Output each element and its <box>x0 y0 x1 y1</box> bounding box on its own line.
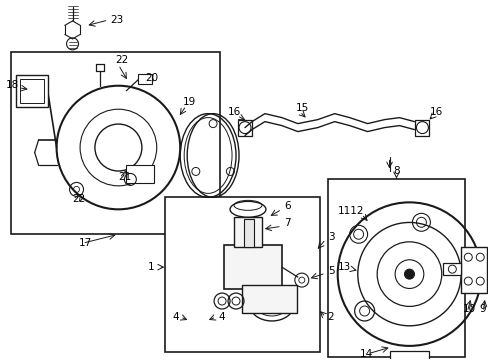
Text: 18: 18 <box>6 80 19 90</box>
Text: 3: 3 <box>327 232 334 242</box>
Text: 7: 7 <box>284 218 290 228</box>
Text: 5: 5 <box>327 266 334 276</box>
Text: 16: 16 <box>428 107 442 117</box>
Bar <box>415 120 428 136</box>
Circle shape <box>404 269 414 279</box>
Text: 19: 19 <box>183 97 196 107</box>
Text: 4: 4 <box>172 312 179 322</box>
Text: 22: 22 <box>72 194 85 204</box>
Text: 6: 6 <box>284 201 290 211</box>
Bar <box>238 120 251 136</box>
Bar <box>11 52 220 234</box>
Bar <box>460 247 486 293</box>
Bar <box>242 285 296 313</box>
Bar <box>327 179 465 357</box>
Text: 2: 2 <box>327 312 334 322</box>
Text: 15: 15 <box>295 103 308 113</box>
Bar <box>126 166 154 183</box>
Bar <box>389 351 428 360</box>
Text: 23: 23 <box>110 15 123 25</box>
Text: 9: 9 <box>478 304 485 314</box>
Text: 20: 20 <box>145 73 158 83</box>
Bar <box>138 74 152 84</box>
Text: 14: 14 <box>359 349 372 359</box>
Bar <box>224 245 281 289</box>
Text: 10: 10 <box>462 304 475 314</box>
Bar <box>234 217 262 247</box>
Text: 22: 22 <box>115 55 128 65</box>
Bar <box>443 263 460 275</box>
Text: 17: 17 <box>79 238 92 248</box>
Text: 4: 4 <box>218 312 224 322</box>
Text: 1112: 1112 <box>337 206 364 216</box>
Bar <box>165 197 319 352</box>
Text: 21: 21 <box>118 172 131 183</box>
Text: 16: 16 <box>227 107 241 117</box>
Bar <box>16 75 47 107</box>
Bar <box>20 79 43 103</box>
Bar <box>244 219 253 247</box>
Text: 13: 13 <box>337 262 350 272</box>
Text: 1: 1 <box>148 262 155 272</box>
Text: 8: 8 <box>393 166 399 176</box>
